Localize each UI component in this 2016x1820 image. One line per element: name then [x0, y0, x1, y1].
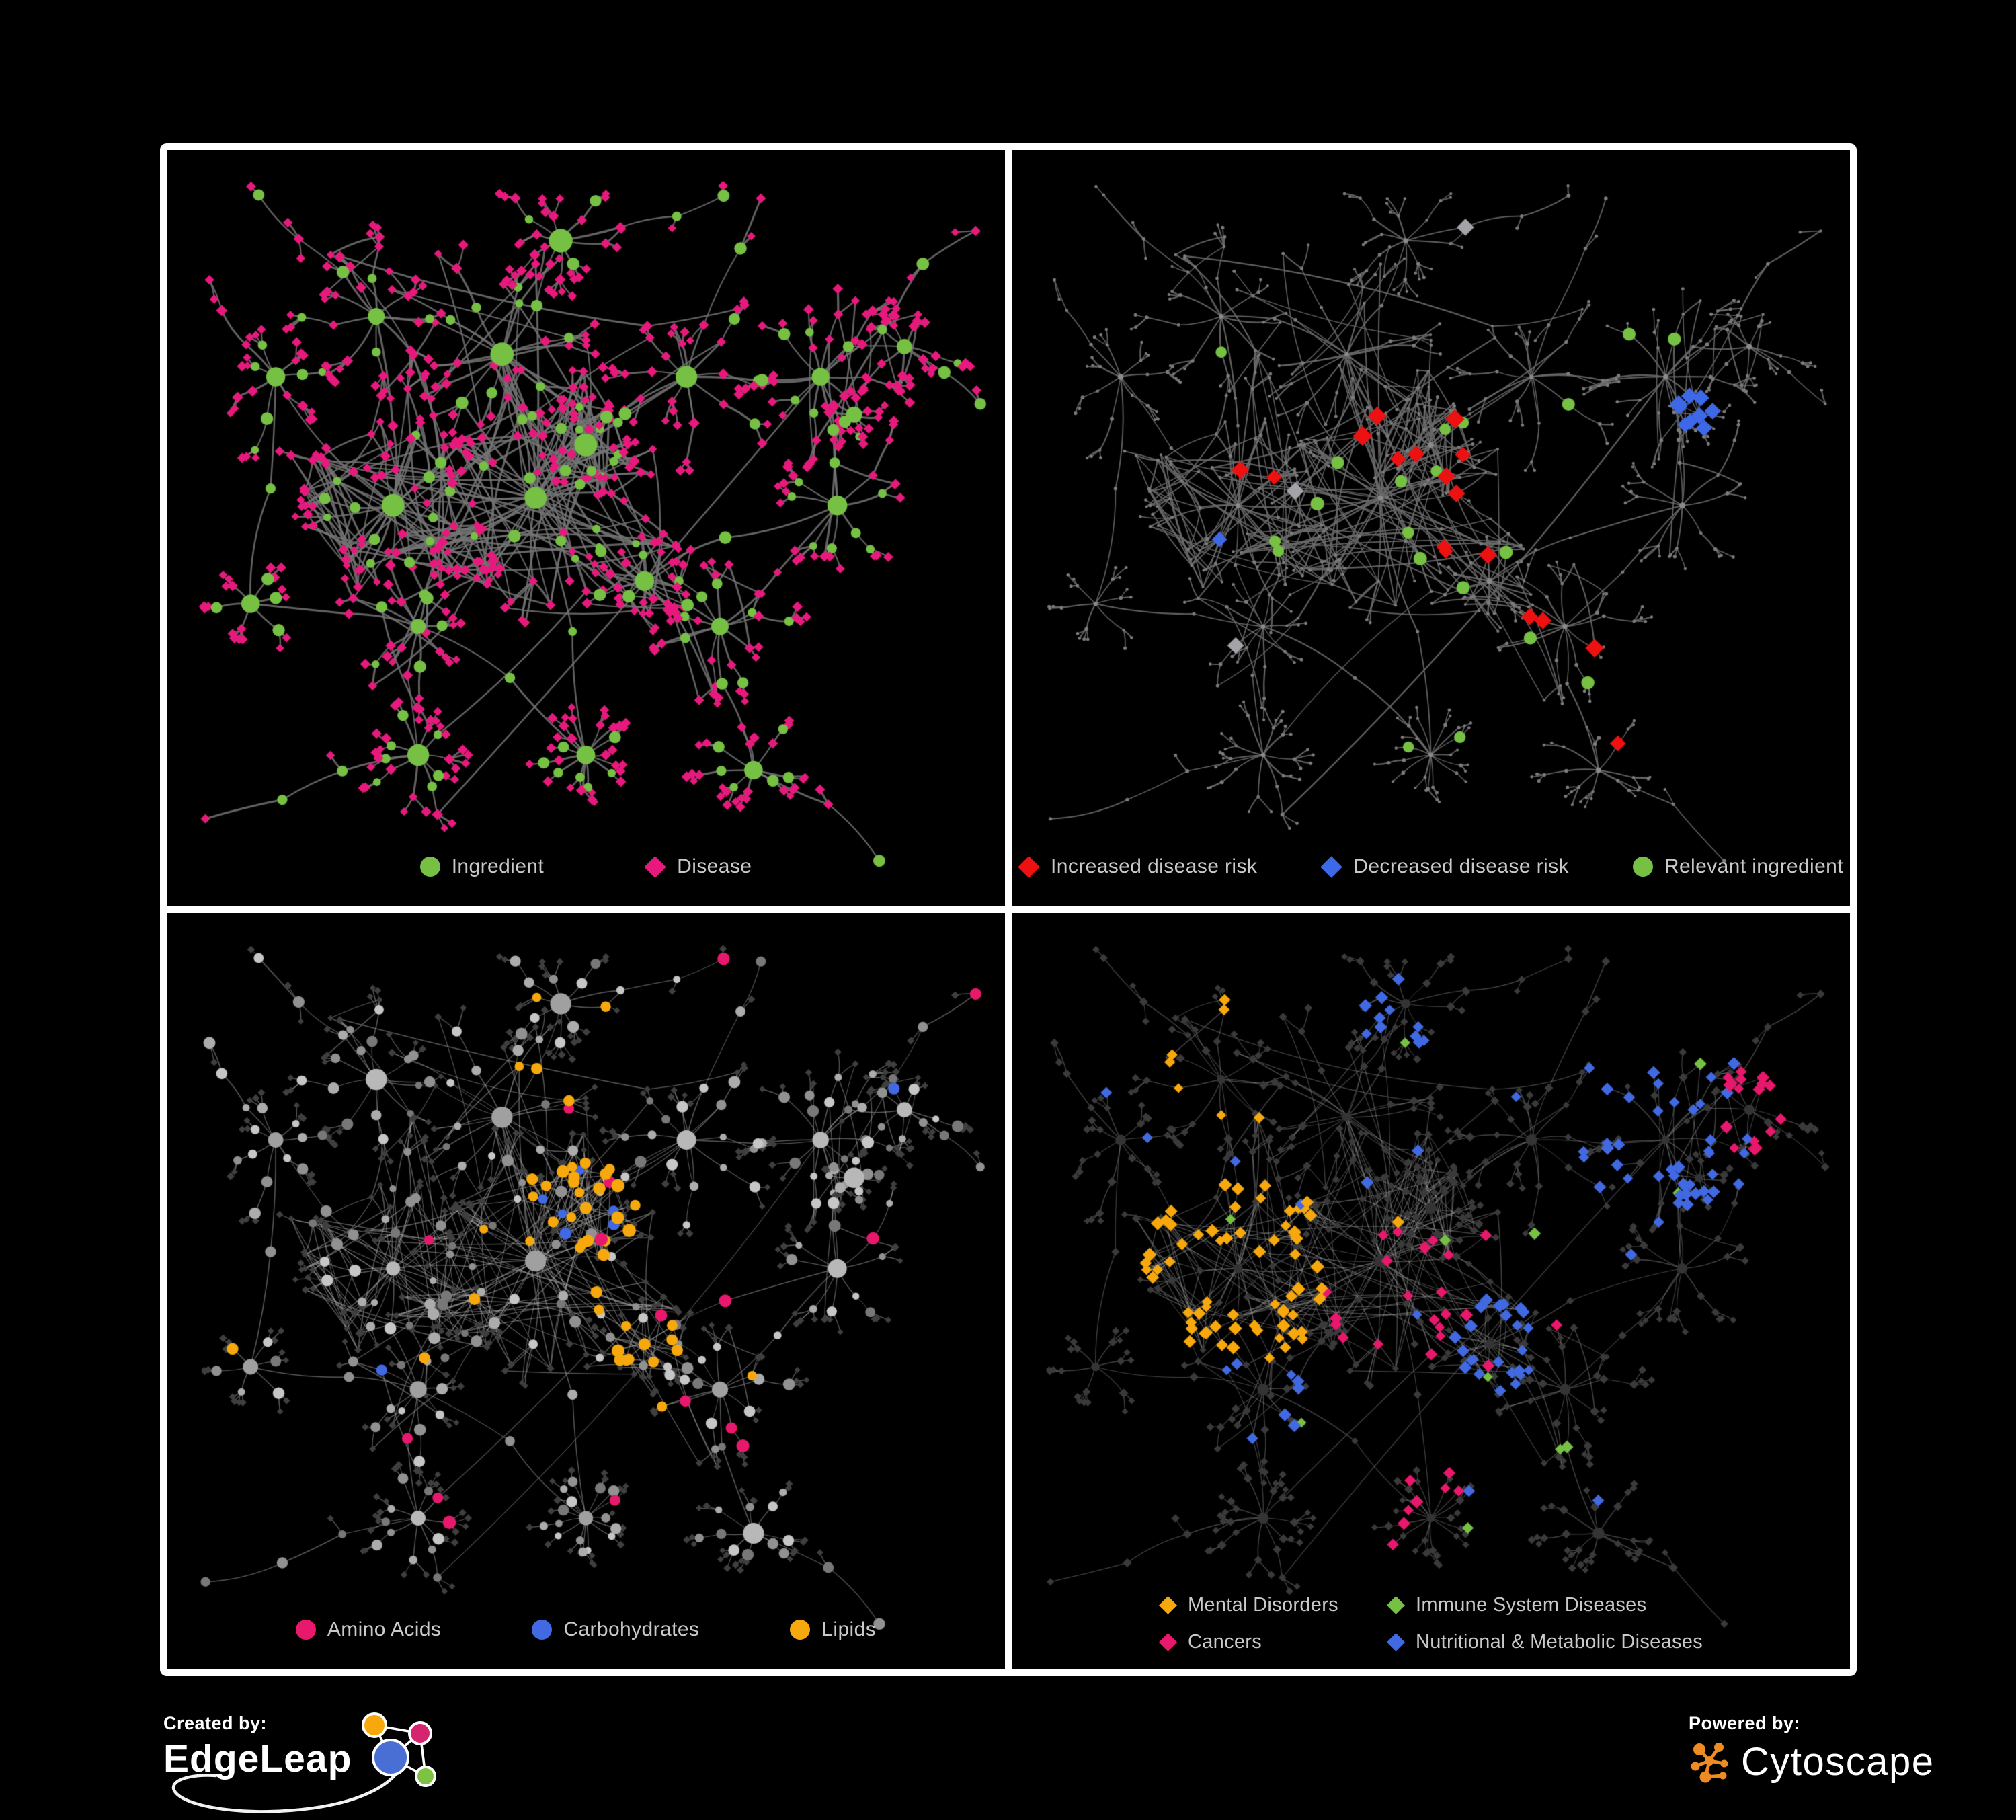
legend-disease-categories: Mental Disorders Immune System Diseases …	[1012, 1594, 1850, 1653]
legend-item-nutritional-metabolic-diseases: Nutritional & Metabolic Diseases	[1387, 1631, 1703, 1653]
legend-label: Relevant ingredient	[1664, 855, 1843, 877]
network-canvas-ingredient-disease	[167, 150, 1005, 906]
legend-item-carbohydrates: Carbohydrates	[532, 1618, 699, 1641]
disease-diamond-icon	[644, 855, 666, 878]
edgeleap-logo: Created by: EdgeLeap	[163, 1712, 459, 1817]
four-panel-grid: Ingredient Disease Increased disease ris…	[160, 143, 1857, 1676]
legend-label: Decreased disease risk	[1353, 855, 1569, 877]
legend-label: Amino Acids	[327, 1618, 442, 1640]
edgeleap-brand-text: EdgeLeap	[163, 1737, 352, 1780]
ingredient-circle-icon	[419, 857, 440, 877]
legend-item-decreased-risk: Decreased disease risk	[1320, 855, 1569, 878]
legend-ingredient-disease: Ingredient Disease	[167, 855, 1005, 878]
legend-label: Ingredient	[451, 855, 545, 877]
increased-risk-diamond-icon	[1018, 855, 1040, 878]
mental-disorders-diamond-icon	[1159, 1596, 1177, 1614]
cytoscape-brand-text: Cytoscape	[1741, 1740, 1935, 1784]
nutritional-metabolic-diamond-icon	[1387, 1633, 1405, 1651]
legend-nutrient-categories: Amino Acids Carbohydrates Lipids	[167, 1618, 1005, 1641]
legend-item-lipids: Lipids	[790, 1618, 876, 1641]
legend-item-relevant-ingredient: Relevant ingredient	[1632, 855, 1843, 878]
legend-label: Cancers	[1187, 1631, 1262, 1653]
legend-label: Increased disease risk	[1051, 855, 1258, 877]
cancers-diamond-icon	[1159, 1633, 1177, 1651]
legend-item-amino-acids: Amino Acids	[295, 1618, 442, 1641]
legend-item-cancers: Cancers	[1159, 1631, 1338, 1653]
panel-nutrient-categories: Amino Acids Carbohydrates Lipids	[167, 913, 1005, 1669]
relevant-ingredient-circle-icon	[1632, 857, 1653, 877]
decreased-risk-diamond-icon	[1320, 855, 1343, 878]
panel-ingredient-disease: Ingredient Disease	[167, 150, 1005, 906]
cytoscape-network-icon	[1691, 1742, 1728, 1782]
legend-item-immune-system-diseases: Immune System Diseases	[1387, 1594, 1703, 1616]
legend-item-increased-risk: Increased disease risk	[1018, 855, 1257, 878]
cytoscape-logo: Powered by: Cytoscape	[1689, 1713, 1971, 1814]
network-canvas-nutrient-categories	[167, 913, 1005, 1669]
network-canvas-disease-categories	[1012, 913, 1850, 1669]
lipids-circle-icon	[790, 1620, 811, 1640]
legend-item-disease: Disease	[644, 855, 752, 878]
legend-label: Immune System Diseases	[1415, 1594, 1647, 1616]
carbohydrates-circle-icon	[532, 1620, 553, 1640]
panel-disease-risk: Increased disease risk Decreased disease…	[1012, 150, 1850, 906]
legend-label: Nutritional & Metabolic Diseases	[1415, 1631, 1703, 1653]
amino-acids-circle-icon	[295, 1620, 316, 1640]
panel-disease-categories: Mental Disorders Immune System Diseases …	[1012, 913, 1850, 1669]
legend-item-ingredient: Ingredient	[419, 855, 545, 878]
legend-label: Disease	[677, 855, 752, 877]
immune-diseases-diamond-icon	[1387, 1596, 1405, 1614]
legend-label: Carbohydrates	[563, 1618, 700, 1640]
network-canvas-disease-risk	[1012, 150, 1850, 906]
created-by-label: Created by:	[163, 1713, 268, 1733]
legend-label: Mental Disorders	[1187, 1594, 1338, 1616]
legend-item-mental-disorders: Mental Disorders	[1159, 1594, 1338, 1616]
legend-label: Lipids	[821, 1618, 877, 1640]
legend-disease-risk: Increased disease risk Decreased disease…	[1012, 855, 1850, 878]
powered-by-label: Powered by:	[1689, 1713, 1801, 1733]
